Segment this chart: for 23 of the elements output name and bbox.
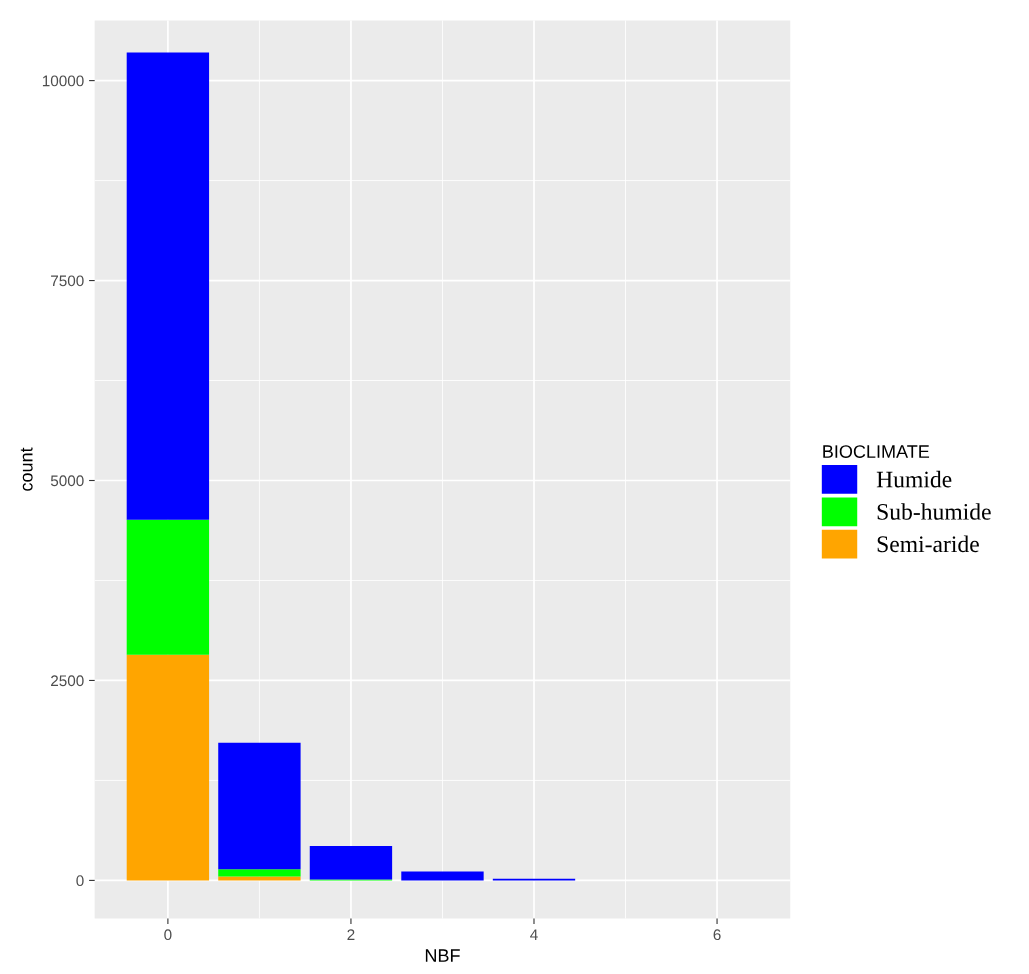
legend-label: Humide bbox=[876, 470, 952, 488]
y-axis-title: count bbox=[20, 447, 33, 491]
x-axis-title: NBF bbox=[425, 949, 460, 962]
bar bbox=[126, 654, 210, 881]
x-tick-label: 4 bbox=[530, 929, 538, 940]
legend-title: BIOCLIMATE bbox=[823, 445, 930, 458]
legend-label: Sub-humide bbox=[877, 503, 991, 520]
y-tick-label: 7500 bbox=[51, 275, 84, 287]
y-tick-label: 10000 bbox=[42, 75, 84, 87]
x-tick-label: 6 bbox=[713, 929, 721, 941]
bar bbox=[126, 519, 210, 655]
legend-label: Semi-aride bbox=[877, 535, 979, 553]
bar bbox=[401, 871, 484, 881]
y-tick-label: 2500 bbox=[51, 675, 84, 687]
bar bbox=[126, 52, 210, 520]
bar bbox=[218, 742, 301, 870]
bar bbox=[309, 846, 393, 880]
x-tick-label: 0 bbox=[164, 929, 172, 941]
x-tick-label: 2 bbox=[347, 929, 355, 940]
y-tick-label: 0 bbox=[76, 875, 84, 887]
bar bbox=[218, 869, 301, 877]
bar bbox=[218, 876, 301, 881]
y-tick-label: 5000 bbox=[50, 475, 84, 487]
